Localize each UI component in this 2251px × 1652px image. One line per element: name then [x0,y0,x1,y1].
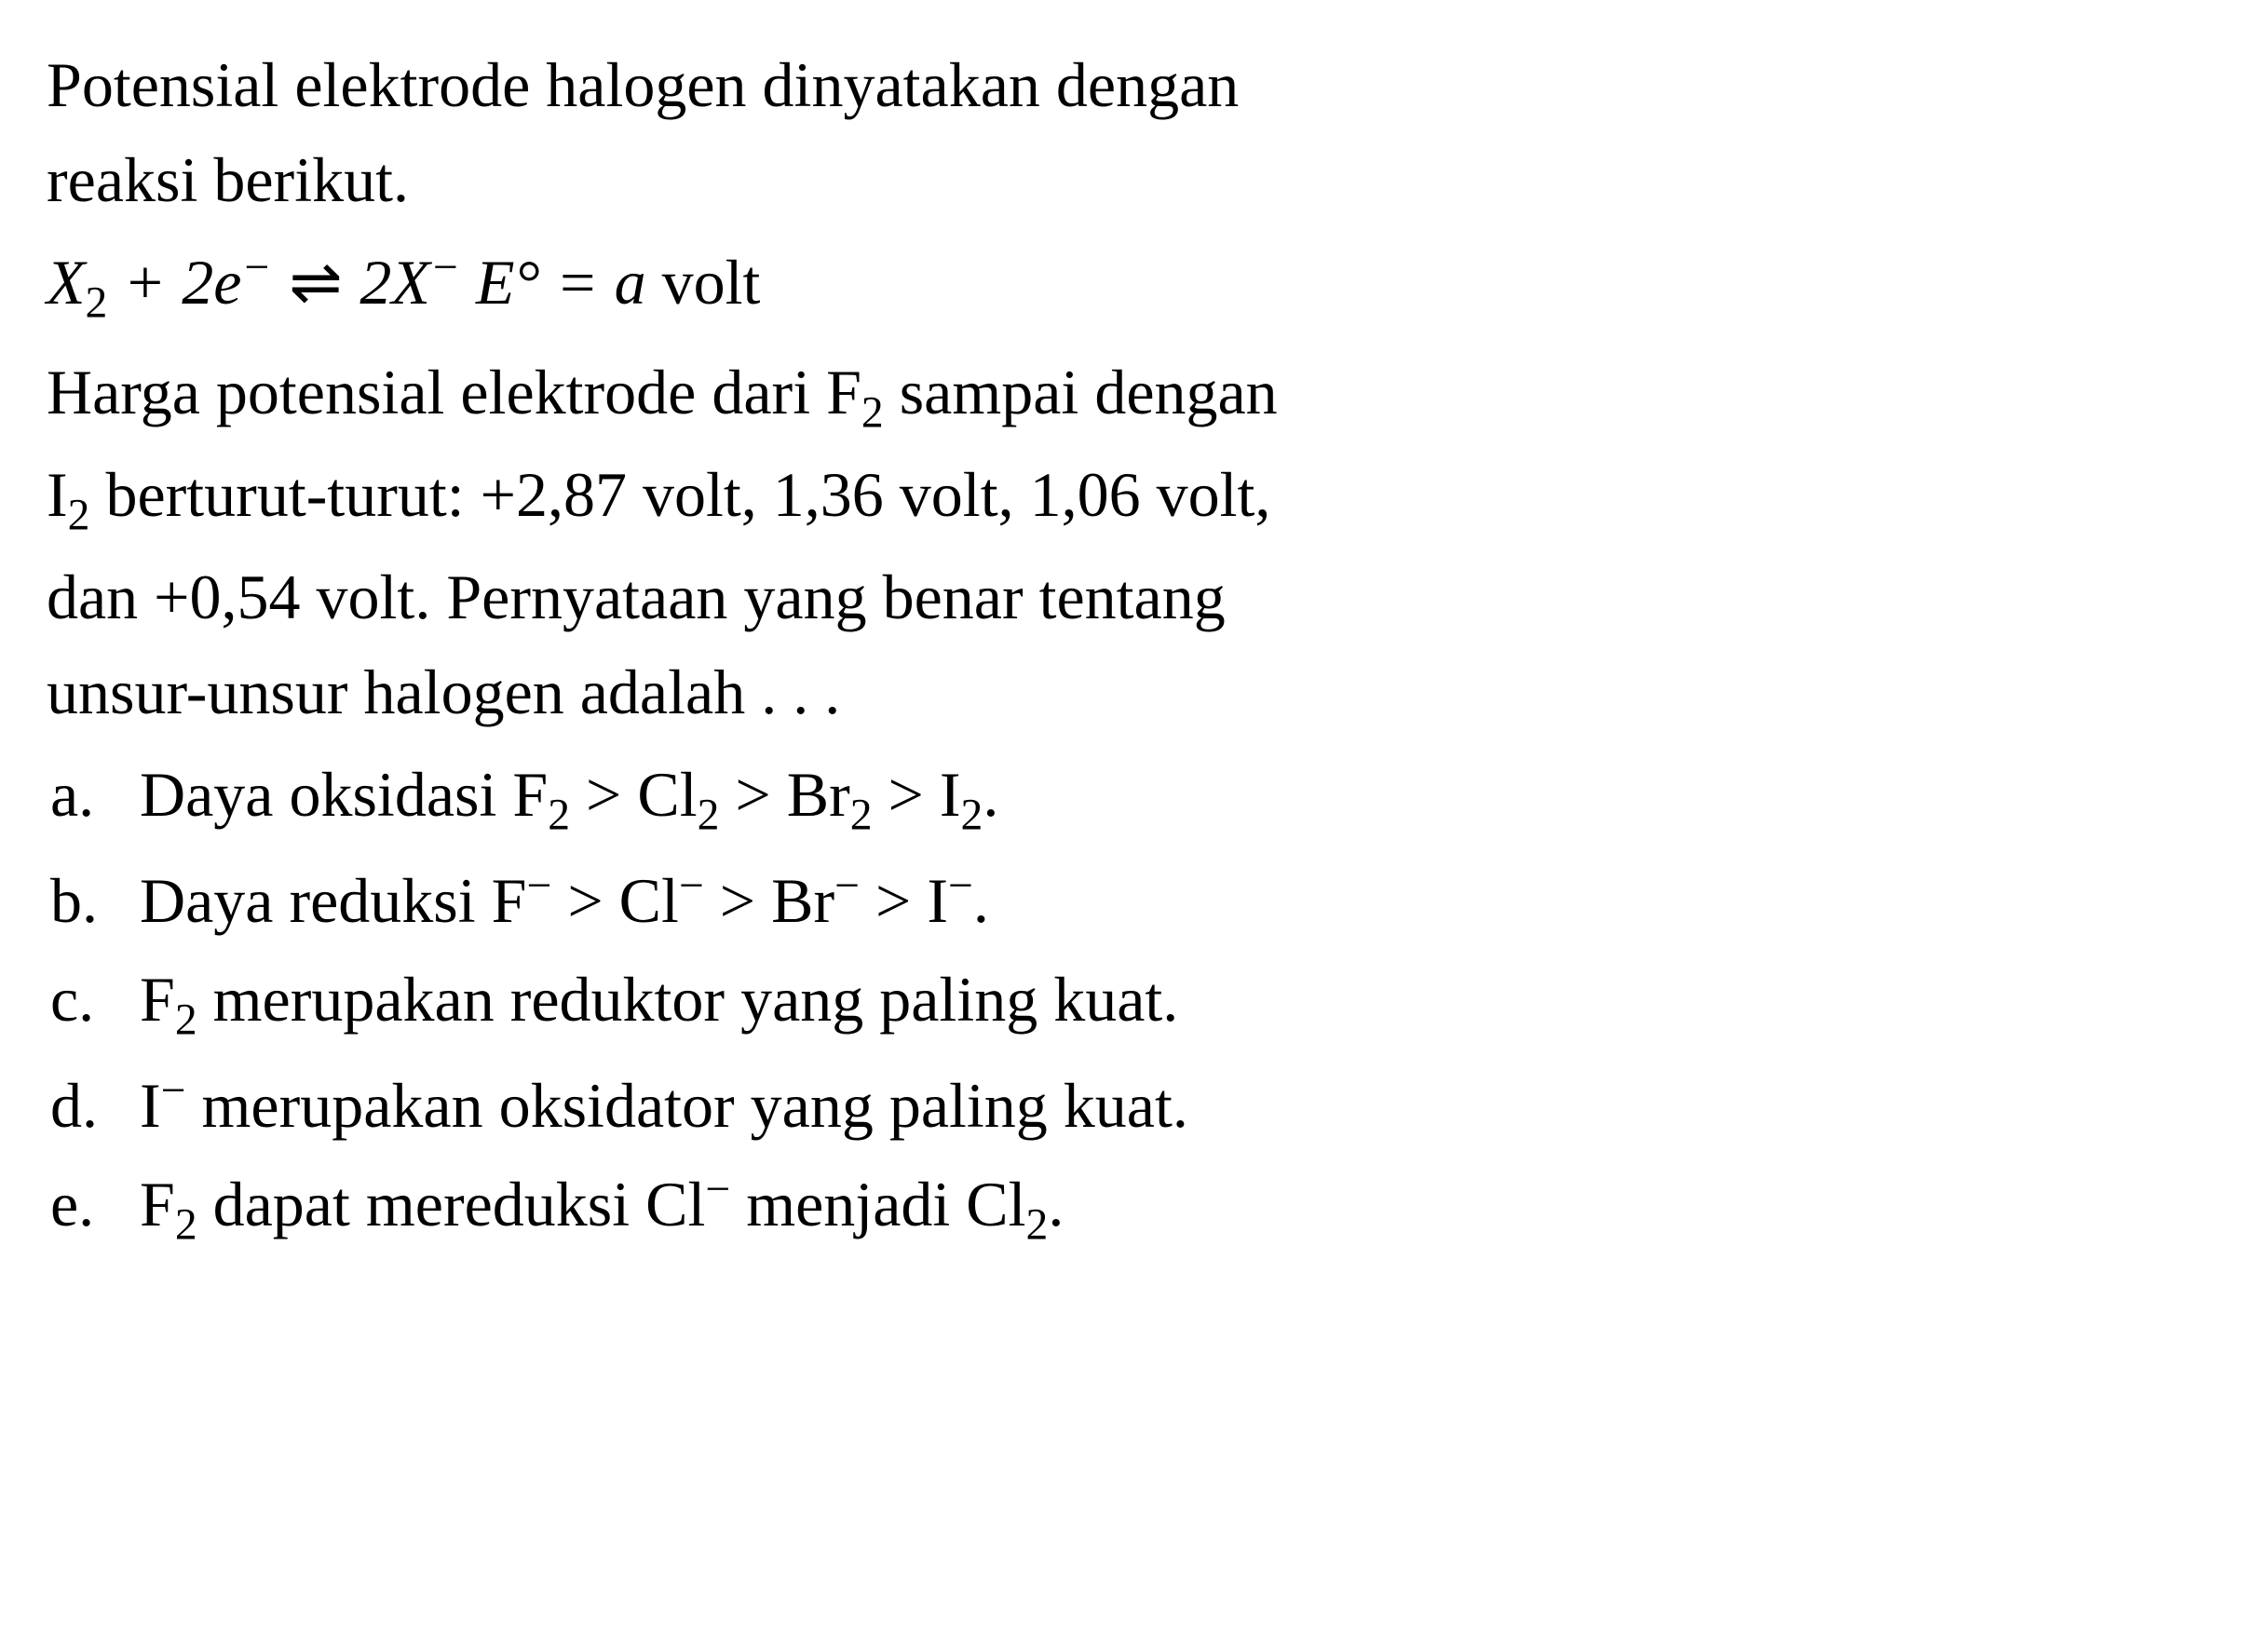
option-c: c. F2 merupakan reduktor yang paling kua… [47,952,2204,1054]
intro-line1: Potensial elektrode halogen dinyatakan d… [47,49,1239,120]
option-label-b: b. [47,853,140,948]
eq-x: X [47,247,86,318]
eq-two: 2 [359,247,391,318]
eq-degree: ° [515,247,540,318]
option-a: a. Daya oksidasi F2 > Cl2 > Br2 > I2. [47,747,2204,849]
body-line4: unsur-unsur halogen adalah . . . [47,657,840,727]
eq-x2: X [391,247,430,318]
option-label-c: c. [47,952,140,1054]
body-line2b: berturut-turut: +2,87 volt, 1,36 volt, 1… [89,459,1270,530]
option-d: d. I− merupakan oksidator yang paling ku… [47,1058,2204,1153]
body-line3: dan +0,54 volt. Pernyataan yang benar te… [47,562,1226,632]
option-text-c: F2 merupakan reduktor yang paling kuat. [140,952,2204,1054]
option-text-d: I− merupakan oksidator yang paling kuat. [140,1058,2204,1153]
options-list: a. Daya oksidasi F2 > Cl2 > Br2 > I2. b.… [47,747,2204,1259]
body-line2: I [47,459,68,530]
eq-sub2a: 2 [86,279,108,328]
option-text-a: Daya oksidasi F2 > Cl2 > Br2 > I2. [140,747,2204,849]
body-line1: Harga potensial elektrode dari F [47,357,861,427]
option-label-a: a. [47,747,140,849]
body-line1b: sampai dengan [884,357,1278,427]
option-b: b. Daya reduksi F− > Cl− > Br− > I−. [47,853,2204,948]
eq-e: e [213,247,241,318]
option-text-b: Daya reduksi F− > Cl− > Br− > I−. [140,853,2204,948]
option-e: e. F2 dapat mereduksi Cl− menjadi Cl2. [47,1157,2204,1259]
question-content: Potensial elektrode halogen dinyatakan d… [47,37,2204,1259]
eq-volt: volt [646,247,761,318]
body-sub1: 2 [861,389,884,438]
eq-plus: + 2 [107,247,213,318]
eq-a: a [615,247,646,318]
option-label-d: d. [47,1058,140,1153]
eq-minus-sup: − [241,243,271,291]
equation: X2 + 2e− ⇌ 2X− E° = a volt [47,235,2204,337]
eq-equals: = [540,247,615,318]
eq-spacer [460,247,476,318]
intro-text: Potensial elektrode halogen dinyatakan d… [47,37,2204,227]
option-text-e: F2 dapat mereduksi Cl− menjadi Cl2. [140,1157,2204,1259]
eq-E: E [476,247,515,318]
option-label-e: e. [47,1157,140,1259]
intro-line2: reaksi berikut. [47,144,409,215]
eq-sup-minus2: − [430,243,460,291]
eq-arrow: ⇌ [272,247,360,318]
body-text: Harga potensial elektrode dari F2 sampai… [47,345,2204,739]
body-sub2: 2 [68,492,90,540]
